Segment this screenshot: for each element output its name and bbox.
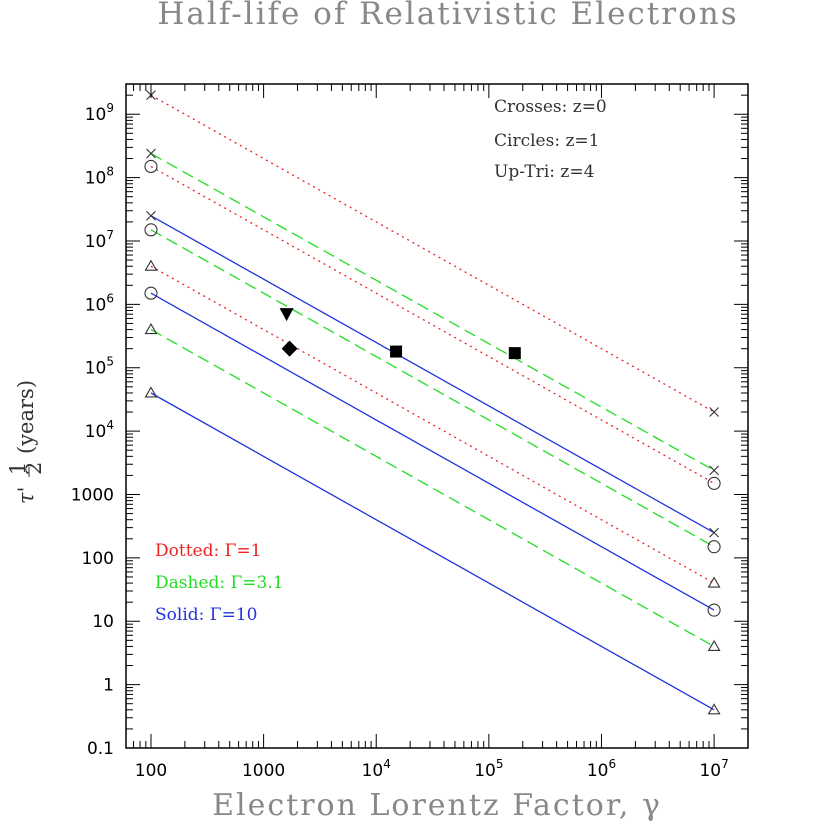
x-tick-label-exponent: 7 — [721, 757, 729, 771]
point-diamond-1 — [281, 340, 298, 357]
marker-cross-solid-z0-0 — [146, 210, 156, 221]
series-lines — [150, 94, 715, 711]
annotation-uptri: Up-Tri: z=4 — [494, 162, 594, 182]
y-tick-label-exponent: 6 — [106, 291, 114, 305]
marker-triangle-dashed-z4-1 — [707, 639, 721, 652]
y-axis-label-unit: (years) — [14, 380, 38, 454]
x-tick-label-exponent: 6 — [608, 757, 616, 771]
marker-triangle-solid-z4-1 — [707, 703, 721, 715]
marker-circle-solid-z1-1 — [707, 603, 721, 617]
point-square-3 — [508, 347, 521, 360]
series-markers — [144, 90, 721, 715]
y-axis-label-frac-den: 2 — [22, 462, 46, 475]
axis-ticks — [125, 83, 749, 749]
annotation-block: Crosses: z=0 Circles: z=1 Up-Tri: z=4 — [494, 97, 607, 182]
x-tick-label: 105 — [474, 757, 503, 781]
annotation-crosses: Crosses: z=0 — [494, 97, 607, 117]
annotation-circles: Circles: z=1 — [494, 131, 599, 151]
series-line-solid-z0 — [150, 215, 715, 534]
x-tick-label: 104 — [362, 757, 391, 781]
series-line-dashed-z0 — [150, 152, 715, 471]
y-tick-label: 1 — [103, 676, 114, 696]
y-tick-label-exponent: 5 — [106, 355, 114, 369]
y-tick-label-exponent: 9 — [106, 101, 114, 115]
y-tick-label: 100 — [82, 549, 114, 569]
series-line-dashed-z4 — [150, 329, 715, 648]
marker-triangle-solid-z4-0 — [144, 386, 158, 398]
legend: Dotted: Γ=1 Dashed: Γ=3.1 Solid: Γ=10 — [155, 541, 284, 625]
y-axis-label-frac-num: 1 — [6, 462, 30, 475]
plot-frame — [125, 83, 749, 749]
data-points — [279, 308, 521, 360]
x-tick-label: 106 — [587, 757, 616, 781]
marker-circle-dashed-z1-1 — [707, 540, 721, 554]
series-line-solid-z1 — [150, 292, 715, 611]
series-line-dashed-z1 — [150, 229, 715, 548]
series-line-dotted-z1 — [150, 165, 715, 484]
point-square-2 — [390, 345, 403, 358]
x-tick-label-exponent: 4 — [383, 757, 391, 771]
y-tick-label: 105 — [85, 355, 114, 379]
y-tick-label: 10 — [92, 612, 114, 632]
y-tick-label: 104 — [85, 418, 114, 442]
x-tick-label: 100 — [135, 761, 167, 781]
marker-circle-solid-z1-0 — [144, 286, 158, 300]
y-axis-label-main: τ' — [14, 487, 38, 504]
x-axis-label: Electron Lorentz Factor, γ — [212, 788, 662, 823]
marker-cross-solid-z0-1 — [709, 527, 719, 538]
marker-cross-dotted-z0-1 — [709, 407, 719, 417]
x-tick-label-exponent: 5 — [496, 757, 504, 771]
y-tick-labels: 0.1 1 10 100 1000 104 105 106 107 108 109 — [71, 101, 114, 759]
marker-triangle-dotted-z4-0 — [144, 259, 158, 271]
series-line-dotted-z4 — [150, 265, 715, 584]
y-tick-label-exponent: 7 — [106, 228, 114, 242]
series-line-dotted-z0 — [150, 94, 715, 413]
marker-triangle-dashed-z4-0 — [144, 322, 158, 335]
y-tick-label: 106 — [85, 291, 114, 315]
x-tick-label: 107 — [699, 757, 728, 781]
marker-circle-dotted-z1-0 — [144, 159, 158, 174]
y-tick-label-exponent: 8 — [106, 165, 114, 179]
y-tick-label: 0.1 — [87, 739, 114, 759]
y-tick-label-exponent: 4 — [106, 418, 114, 432]
y-tick-label: 108 — [85, 165, 114, 189]
legend-solid: Solid: Γ=10 — [155, 605, 257, 625]
y-tick-label: 1000 — [71, 485, 114, 505]
y-axis-label: τ' 1 2 (years) — [6, 380, 46, 504]
x-tick-label: 1000 — [242, 761, 285, 781]
marker-circle-dotted-z1-1 — [707, 476, 721, 490]
legend-dashed: Dashed: Γ=3.1 — [155, 573, 284, 593]
x-tick-labels: 100 1000 104 105 106 107 — [135, 757, 729, 781]
y-tick-label: 107 — [85, 228, 114, 252]
series-line-solid-z4 — [150, 392, 715, 711]
marker-triangle-dotted-z4-1 — [707, 576, 721, 588]
point-down-triangle-0 — [279, 308, 294, 322]
marker-cross-dashed-z0-0 — [146, 148, 156, 159]
marker-cross-dashed-z0-1 — [709, 465, 719, 476]
marker-circle-dashed-z1-0 — [144, 223, 158, 237]
chart-title: Half-life of Relativistic Electrons — [157, 0, 738, 32]
legend-dotted: Dotted: Γ=1 — [155, 541, 261, 561]
y-tick-label: 109 — [85, 101, 114, 125]
